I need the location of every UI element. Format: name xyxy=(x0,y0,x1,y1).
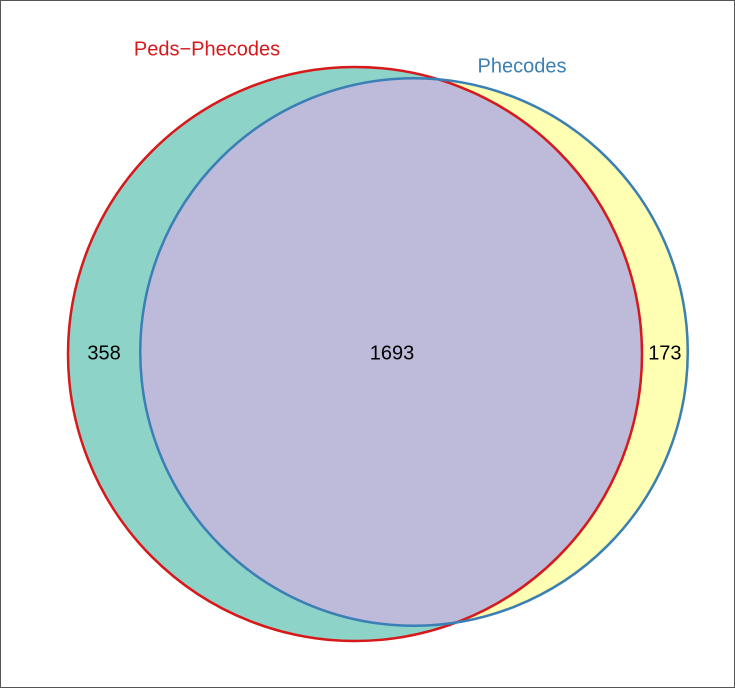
region-label: 1693 xyxy=(370,342,415,364)
venn: 358 1693 173 Peds−Phecodes Phecodes xyxy=(66,38,690,643)
set-name: Peds−Phecodes xyxy=(134,38,280,60)
set-outline xyxy=(138,76,690,628)
set-outline xyxy=(66,65,644,643)
intersection-region xyxy=(140,78,642,626)
region-label: 173 xyxy=(648,342,681,364)
set-name: Phecodes xyxy=(478,55,567,77)
region-label: 358 xyxy=(87,342,120,364)
